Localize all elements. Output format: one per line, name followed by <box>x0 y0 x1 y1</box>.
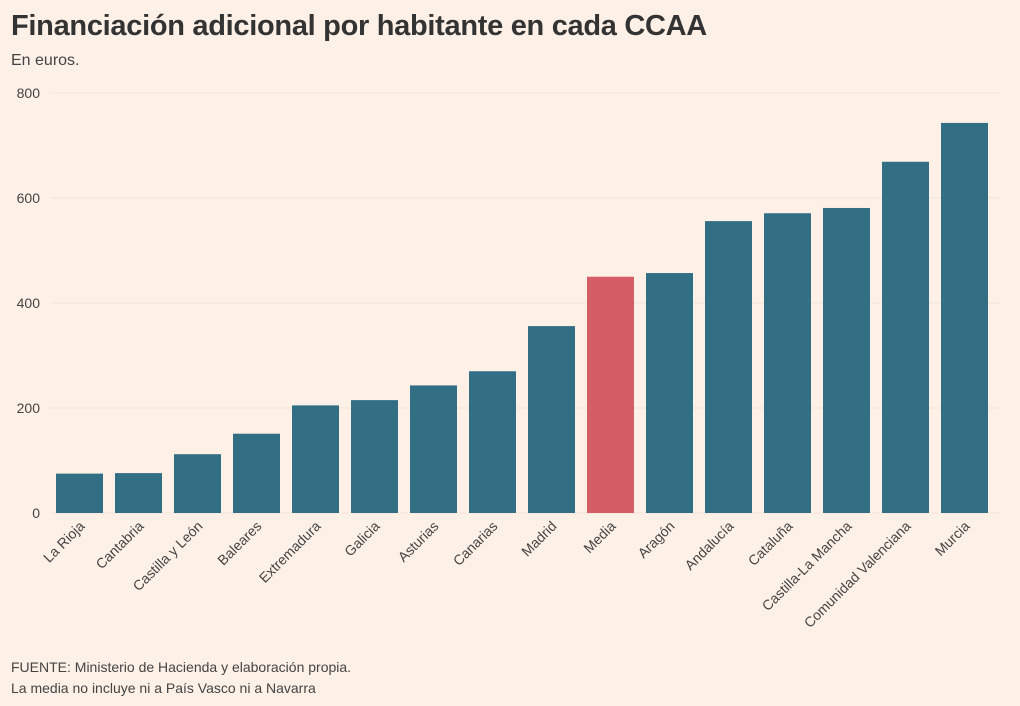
y-tick-label: 400 <box>17 295 41 311</box>
x-tick-label: Extremadura <box>256 518 324 586</box>
x-tick-label: Asturias <box>395 518 442 565</box>
y-tick-label: 0 <box>32 505 40 521</box>
bar-media <box>587 276 634 513</box>
x-tick-label: Andalucía <box>681 518 736 573</box>
bar-baleares <box>233 433 280 513</box>
bar-murcia <box>941 122 988 514</box>
bar-castilla-y-león <box>174 454 221 513</box>
x-tick-label: Baleares <box>214 518 264 568</box>
x-tick-label: Murcia <box>932 518 973 559</box>
bar-castilla-la-mancha <box>823 207 870 513</box>
x-tick-label: Cataluña <box>745 518 796 569</box>
x-tick-label: Aragón <box>634 518 677 561</box>
footnote: La media no incluye ni a País Vasco ni a… <box>11 680 316 696</box>
bar-extremadura <box>292 405 339 513</box>
bar-la-rioja <box>56 473 103 513</box>
x-tick-label: Cantabria <box>92 518 146 572</box>
source-note: FUENTE: Ministerio de Hacienda y elabora… <box>11 659 352 675</box>
x-tick-label: Comunidad Valenciana <box>801 518 914 631</box>
x-tick-label: La Rioja <box>40 518 88 566</box>
chart-title: Financiación adicional por habitante en … <box>11 10 707 42</box>
bar-canarias <box>469 371 516 513</box>
bar-cantabria <box>115 473 162 513</box>
bar-andalucía <box>705 221 752 513</box>
bar-asturias <box>410 385 457 513</box>
bar-cataluña <box>764 213 811 513</box>
chart-subtitle: En euros. <box>11 52 80 69</box>
bar-comunidad-valenciana <box>882 161 929 513</box>
bar-galicia <box>351 400 398 513</box>
y-tick-label: 800 <box>17 85 41 101</box>
x-tick-label: Media <box>580 518 618 556</box>
bar-aragón <box>646 273 693 513</box>
x-tick-label: Galicia <box>341 518 383 560</box>
y-tick-label: 200 <box>17 400 41 416</box>
y-tick-label: 600 <box>17 190 41 206</box>
x-tick-label: Canarias <box>450 518 501 569</box>
x-tick-label: Madrid <box>518 518 560 560</box>
bar-madrid <box>528 326 575 513</box>
